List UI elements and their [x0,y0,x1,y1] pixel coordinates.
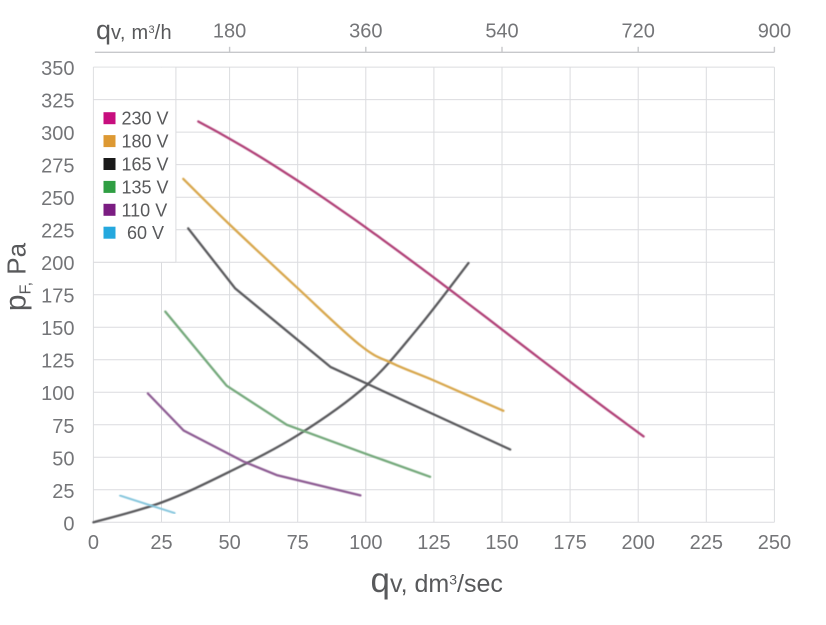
svg-text:75: 75 [52,416,74,438]
svg-text:200: 200 [41,253,74,275]
svg-text:100: 100 [349,532,382,554]
svg-text:125: 125 [417,532,450,554]
svg-text:350: 350 [41,58,74,80]
svg-text:25: 25 [150,532,172,554]
svg-text:720: 720 [622,21,655,43]
svg-text:qv, dm3/sec: qv, dm3/sec [371,561,503,600]
svg-text:225: 225 [690,532,723,554]
svg-text:110 V: 110 V [122,200,168,220]
svg-text:25: 25 [52,481,74,503]
svg-text:150: 150 [485,532,518,554]
svg-text:325: 325 [41,91,74,113]
svg-text:60 V: 60 V [127,223,164,243]
svg-text:qv, m3/h: qv, m3/h [96,15,172,45]
svg-text:75: 75 [287,532,309,554]
svg-text:0: 0 [63,513,74,535]
svg-text:230 V: 230 V [122,109,169,129]
svg-text:250: 250 [758,532,791,554]
svg-text:pF, Pa: pF, Pa [0,242,35,311]
svg-text:165 V: 165 V [122,155,169,175]
svg-text:175: 175 [553,532,586,554]
svg-text:180: 180 [213,21,246,43]
svg-text:200: 200 [622,532,655,554]
svg-text:125: 125 [41,351,74,373]
svg-text:900: 900 [758,21,791,43]
svg-text:275: 275 [41,156,74,178]
svg-text:180 V: 180 V [122,132,169,152]
svg-text:135 V: 135 V [122,177,169,197]
svg-text:0: 0 [88,532,99,554]
svg-text:50: 50 [52,448,74,470]
svg-text:300: 300 [41,123,74,145]
svg-text:360: 360 [349,21,382,43]
svg-text:150: 150 [41,318,74,340]
svg-text:175: 175 [41,286,74,308]
svg-text:540: 540 [485,21,518,43]
svg-text:250: 250 [41,188,74,210]
svg-text:100: 100 [41,383,74,405]
svg-text:225: 225 [41,221,74,243]
svg-text:50: 50 [218,532,240,554]
